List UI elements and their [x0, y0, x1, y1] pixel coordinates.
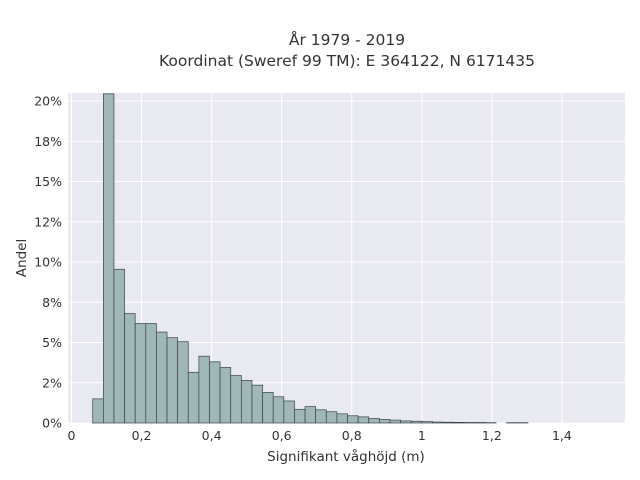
histogram-bar — [251, 384, 263, 424]
bars — [92, 93, 529, 424]
histogram-bar — [187, 371, 200, 424]
x-tick-label: 1 — [418, 428, 426, 443]
histogram-bar — [410, 420, 423, 424]
y-tick-labels: 0% 2% 5% 8% 10% 12% 15% 18% 20% — [34, 94, 62, 431]
histogram-bar — [156, 331, 168, 424]
histogram-bar — [283, 400, 295, 424]
x-tick-label: 0 — [68, 428, 76, 443]
histogram-bar — [209, 361, 221, 424]
histogram-bar — [389, 419, 401, 424]
y-axis-label: Andel — [14, 239, 30, 277]
x-tick-label: 0,4 — [202, 428, 222, 443]
x-tick-label: 1,2 — [482, 428, 502, 443]
histogram-bar — [124, 313, 136, 424]
x-axis-label: Signifikant våghöjd (m) — [267, 448, 425, 465]
histogram-bar — [379, 419, 391, 424]
y-tick-label: 18% — [34, 134, 62, 149]
histogram-bar — [113, 268, 125, 424]
histogram-bar — [145, 323, 157, 424]
chart-title-line1: År 1979 - 2019 — [289, 30, 405, 49]
histogram-bar — [230, 375, 242, 424]
histogram-bar — [432, 421, 444, 424]
x-tick-label: 1,4 — [552, 428, 572, 443]
x-tick-label: 0,2 — [132, 428, 152, 443]
y-tick-label: 20% — [34, 94, 62, 109]
histogram-bar — [219, 367, 232, 424]
x-tick-labels: 0 0,2 0,4 0,6 0,8 1 1,2 1,4 — [68, 428, 572, 443]
chart-title-line2: Koordinat (Sweref 99 TM): E 364122, N 61… — [159, 52, 535, 70]
histogram-bar — [453, 422, 465, 424]
histogram-bar — [336, 413, 348, 424]
y-tick-label: 0% — [42, 416, 62, 431]
histogram-bar — [304, 406, 317, 424]
histogram-bar — [134, 323, 147, 424]
histogram-bar — [421, 421, 433, 424]
histogram-bar — [262, 392, 274, 424]
histogram-bar — [442, 421, 455, 424]
y-tick-label: 5% — [42, 335, 62, 350]
y-tick-label: 10% — [34, 255, 62, 270]
histogram-bar — [357, 416, 370, 424]
histogram-bar — [294, 408, 306, 424]
y-tick-label: 2% — [42, 375, 62, 390]
histogram-bar — [325, 411, 338, 424]
histogram-bar — [368, 418, 380, 424]
histogram-bar — [198, 355, 210, 424]
histogram-bar — [272, 396, 285, 424]
y-tick-label: 15% — [34, 174, 62, 189]
histogram-bar — [92, 398, 104, 424]
histogram-bar — [166, 337, 178, 424]
y-tick-label: 12% — [34, 214, 62, 229]
x-tick-label: 0,6 — [272, 428, 292, 443]
histogram-bar — [347, 415, 359, 424]
histogram-bar — [240, 379, 253, 424]
histogram-bar — [102, 93, 115, 424]
histogram-bar — [315, 409, 327, 424]
y-tick-label: 8% — [42, 295, 62, 310]
x-tick-label: 0,8 — [342, 428, 362, 443]
histogram-bar — [400, 420, 412, 424]
histogram-bar — [177, 341, 189, 424]
